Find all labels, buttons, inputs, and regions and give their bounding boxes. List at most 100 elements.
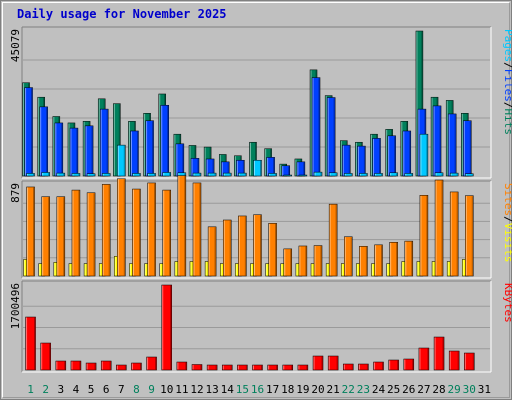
kbytes-bar xyxy=(55,360,67,371)
pages-bar xyxy=(207,172,217,177)
pages-bar xyxy=(26,173,35,177)
pages-bar xyxy=(268,173,277,177)
files-bar xyxy=(99,108,109,177)
files-bar xyxy=(130,130,139,177)
panels: 45079Pages/Files/Hits879Sites/Visits1700… xyxy=(9,26,512,373)
files-bar xyxy=(296,161,306,177)
kbytes-bar xyxy=(85,362,97,371)
kbytes-bar xyxy=(282,364,294,371)
legend-item: / xyxy=(502,216,512,223)
legend-item: KBytes xyxy=(502,283,512,323)
day-label: 5 xyxy=(88,383,95,396)
day-label: 11 xyxy=(175,383,188,396)
day-label: 13 xyxy=(205,383,218,396)
sites-bar xyxy=(132,188,141,277)
pages-bar xyxy=(359,173,368,177)
files-bar xyxy=(24,87,33,177)
files-bar xyxy=(145,120,154,177)
pages-bar xyxy=(117,144,126,177)
pages-bar xyxy=(389,172,398,177)
kbytes-bar xyxy=(433,336,445,371)
kbytes-bar xyxy=(176,361,188,371)
kbytes-bar xyxy=(116,364,127,371)
day-label: 26 xyxy=(402,383,415,396)
day-label: 2 xyxy=(42,383,49,396)
legend-item: / xyxy=(502,62,512,69)
sites-bar xyxy=(465,195,474,277)
files-bar xyxy=(84,125,94,177)
files-bar xyxy=(387,135,396,177)
files-bar xyxy=(326,97,336,177)
sites-bar xyxy=(222,219,232,277)
files-bar xyxy=(432,105,442,177)
kbytes-bar xyxy=(343,363,354,371)
sites-bar xyxy=(26,186,35,277)
kbytes-bar xyxy=(267,364,278,371)
sites-bar xyxy=(101,184,111,277)
kbytes-bar xyxy=(237,364,248,371)
pages-bar xyxy=(298,174,308,177)
pages-bar xyxy=(101,173,111,177)
day-label: 8 xyxy=(133,383,140,396)
pages-bar xyxy=(313,171,323,177)
sites-bar xyxy=(374,244,383,277)
kbytes-bar xyxy=(388,359,399,371)
sites-bar xyxy=(434,179,444,277)
files-bar xyxy=(281,165,291,177)
pages-bar xyxy=(465,173,474,177)
kbytes-bar xyxy=(448,350,460,371)
pages-bar xyxy=(449,172,459,177)
day-label: 17 xyxy=(266,383,279,396)
pages-bar xyxy=(147,173,156,177)
pages-bar xyxy=(283,174,293,177)
sites-bar xyxy=(177,175,187,277)
legend-item: Sites xyxy=(502,183,512,216)
sites-bar xyxy=(192,182,202,277)
day-label: 4 xyxy=(73,383,80,396)
kbytes-bar xyxy=(373,361,384,371)
day-label: 15 xyxy=(236,383,249,396)
pages-bar xyxy=(71,173,81,177)
day-label: 19 xyxy=(296,383,309,396)
sites-bar xyxy=(449,191,459,277)
pages-bar xyxy=(56,172,66,177)
kbytes-bar xyxy=(464,352,475,371)
x-axis-day-labels: 1 2 3 4 5 6 7 8 9 10 11 12 13 14 15 16 17 18 19 20 21 22 23 24 2… xyxy=(27,383,491,396)
kbytes-bar xyxy=(403,358,415,371)
day-label: 7 xyxy=(118,383,125,396)
chart-title: Daily usage for November 2025 xyxy=(17,7,227,21)
files-bar xyxy=(175,143,185,177)
sites-bar xyxy=(328,203,338,277)
sites-bar xyxy=(268,223,277,277)
sites-bar xyxy=(313,245,323,277)
day-label: 21 xyxy=(327,383,340,396)
sites-bar xyxy=(86,192,96,277)
day-label: 31 xyxy=(478,383,491,396)
scale-max-label: 879 xyxy=(9,183,22,203)
day-label: 27 xyxy=(417,383,430,396)
sites-bar xyxy=(71,189,81,277)
panel-kbytes: 1700496 KBytes xyxy=(9,280,512,373)
sites-bar xyxy=(207,226,217,277)
files-bar xyxy=(54,122,64,177)
kbytes-bar xyxy=(327,355,339,371)
pages-bar xyxy=(344,173,353,177)
files-bar xyxy=(357,145,366,177)
legend-item: Pages xyxy=(502,29,512,62)
kbytes-bar xyxy=(25,316,36,371)
files-bar xyxy=(463,120,472,177)
sites-bar xyxy=(298,245,308,277)
day-label: 24 xyxy=(372,383,386,396)
legend-item: Files xyxy=(502,69,512,102)
day-label: 29 xyxy=(448,383,461,396)
pages-bar xyxy=(419,133,429,177)
sites-bar xyxy=(419,194,429,277)
sites-bar xyxy=(238,215,247,277)
day-label: 25 xyxy=(387,383,400,396)
day-label: 6 xyxy=(103,383,110,396)
sites-bar xyxy=(389,242,398,277)
day-label: 12 xyxy=(190,383,203,396)
day-label: 23 xyxy=(357,383,370,396)
